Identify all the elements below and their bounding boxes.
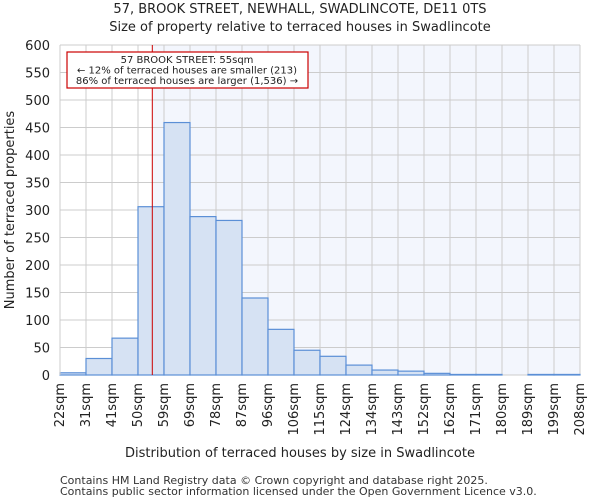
bar — [423, 372, 451, 376]
bar — [241, 297, 269, 376]
x-tick-label: 171sqm — [469, 383, 484, 436]
y-tick-label: 500 — [25, 94, 50, 109]
y-tick-label: 0 — [42, 369, 50, 384]
chart-title: 57, BROOK STREET, NEWHALL, SWADLINCOTE, … — [113, 2, 487, 17]
bar — [111, 337, 139, 376]
x-tick-label: 124sqm — [339, 383, 354, 436]
x-tick-label: 22sqm — [53, 383, 68, 427]
bar — [293, 349, 321, 376]
y-tick-label: 100 — [25, 314, 50, 329]
bar — [345, 364, 373, 376]
bar — [319, 355, 347, 376]
y-axis-label: Number of terraced properties — [3, 111, 18, 310]
y-tick-label: 550 — [25, 67, 50, 82]
x-tick-label: 180sqm — [495, 383, 510, 436]
y-tick-label: 350 — [25, 177, 50, 192]
bar — [527, 373, 555, 376]
x-tick-label: 208sqm — [573, 383, 588, 436]
x-tick-label: 87sqm — [235, 383, 250, 427]
bar — [267, 328, 295, 376]
bar — [137, 206, 165, 376]
x-tick-label: 162sqm — [443, 383, 458, 436]
x-tick-label: 50sqm — [131, 383, 146, 427]
x-tick-label: 31sqm — [79, 383, 94, 427]
y-tick-label: 450 — [25, 122, 50, 137]
x-tick-label: 199sqm — [547, 383, 562, 436]
y-tick-label: 400 — [25, 149, 50, 164]
x-tick-label: 69sqm — [183, 383, 198, 427]
x-tick-label: 152sqm — [417, 383, 432, 436]
annotation-line: 57 BROOK STREET: 55sqm — [121, 55, 254, 66]
bar — [371, 369, 399, 376]
chart-subtitle: Size of property relative to terraced ho… — [109, 20, 491, 35]
bar — [85, 357, 113, 376]
footer-line-1: Contains HM Land Registry data © Crown c… — [60, 474, 488, 487]
footer-line-2: Contains public sector information licen… — [60, 485, 537, 498]
bar — [553, 373, 581, 376]
bar — [215, 219, 243, 376]
x-tick-label: 106sqm — [287, 383, 302, 436]
bar — [59, 372, 87, 376]
x-tick-label: 41sqm — [105, 383, 120, 427]
x-tick-label: 189sqm — [521, 383, 536, 436]
annotation-line: 86% of terraced houses are larger (1,536… — [76, 76, 298, 87]
x-tick-label: 59sqm — [157, 383, 172, 427]
y-tick-label: 150 — [25, 287, 50, 302]
annotation-box — [66, 51, 309, 89]
x-axis-label: Distribution of terraced houses by size … — [125, 446, 475, 461]
y-tick-label: 300 — [25, 204, 50, 219]
bar — [397, 370, 425, 376]
x-tick-label: 143sqm — [391, 383, 406, 436]
x-tick-label: 115sqm — [313, 383, 328, 436]
y-tick-label: 50 — [33, 342, 50, 357]
x-tick-label: 96sqm — [261, 383, 276, 427]
y-tick-label: 250 — [25, 232, 50, 247]
y-tick-label: 600 — [25, 39, 50, 54]
x-tick-label: 78sqm — [209, 383, 224, 427]
bar — [449, 373, 477, 376]
bar — [475, 373, 503, 376]
bar — [163, 121, 191, 376]
y-tick-label: 200 — [25, 259, 50, 274]
x-tick-label: 134sqm — [365, 383, 380, 436]
annotation-line: ← 12% of terraced houses are smaller (21… — [77, 66, 297, 77]
bar — [189, 216, 217, 376]
